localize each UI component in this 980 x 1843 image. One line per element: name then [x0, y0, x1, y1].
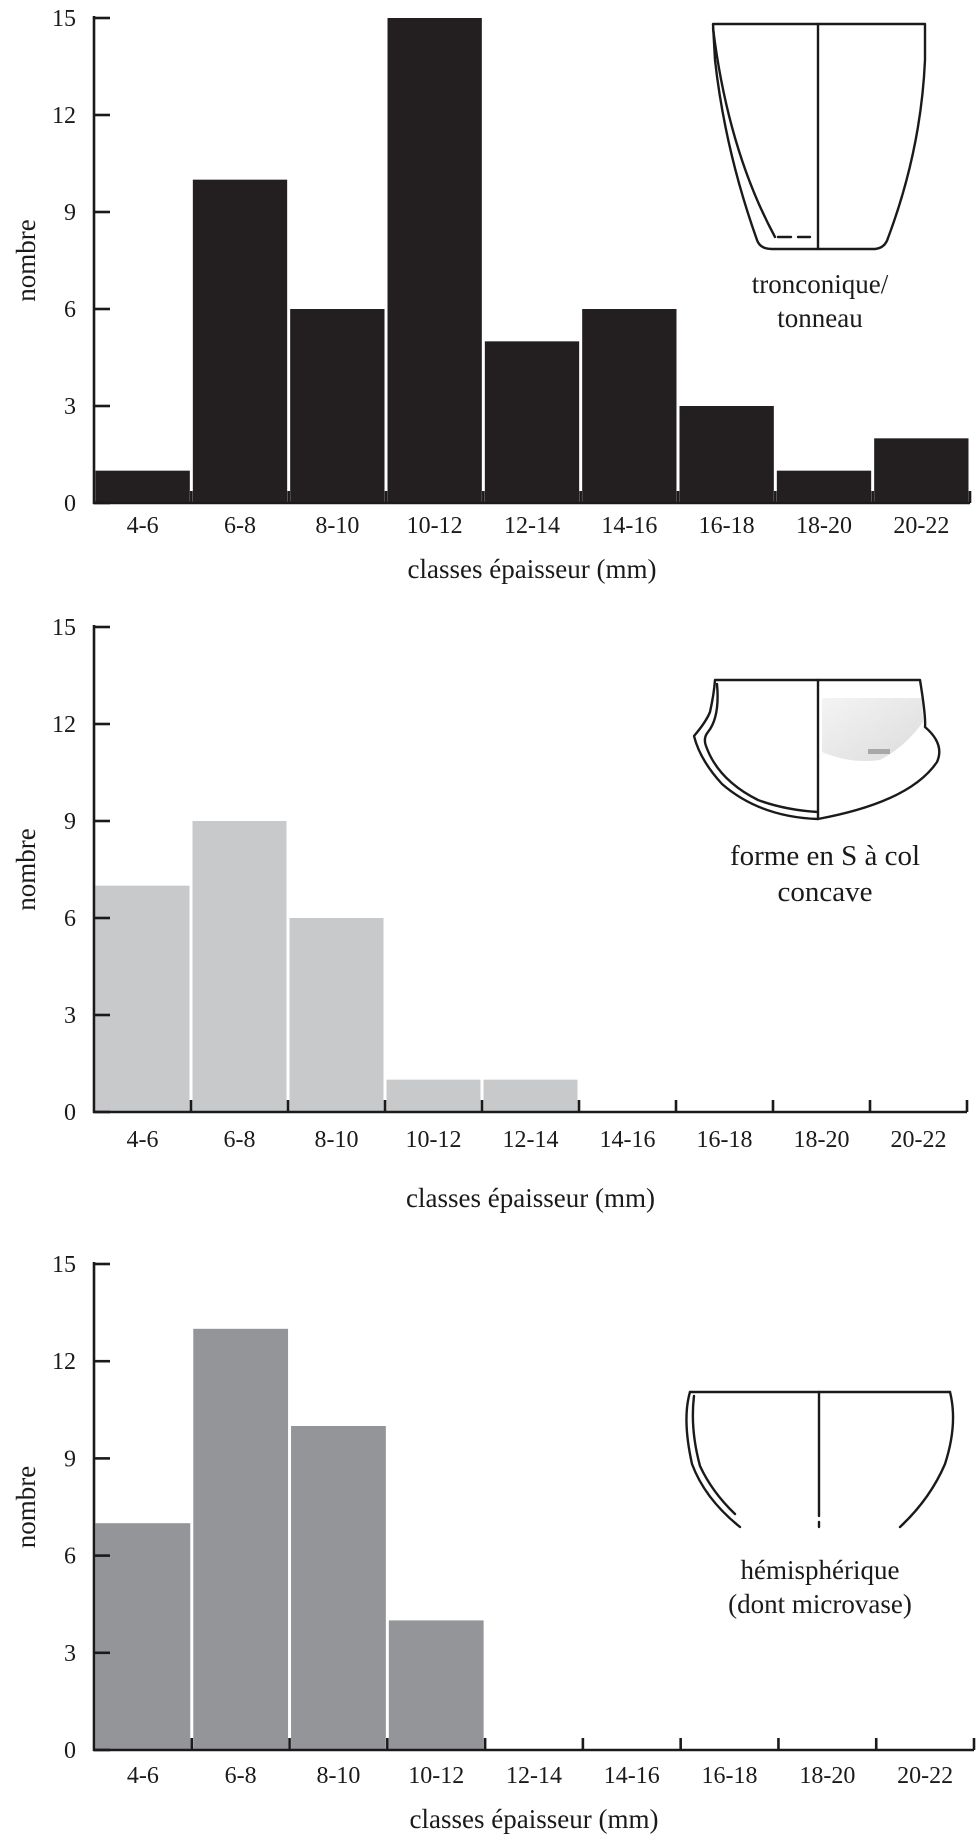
bar-12-14: [483, 1079, 578, 1112]
axes: [92, 625, 969, 1114]
chart-panel-hemispherique: 0 3 6 9 12 15 4-6 6-8 8-10 10-12 12-14 14-16 16-18 18…: [0, 1234, 980, 1843]
caption-line-2: (dont microvase): [728, 1588, 912, 1619]
bar-6-8: [192, 179, 288, 503]
bar-6-8: [193, 1328, 289, 1750]
bar-4-6: [95, 470, 190, 503]
x-tick-label: 12-14: [504, 513, 560, 539]
x-tick-label: 4-6: [127, 1763, 159, 1789]
x-tick-label: 8-10: [315, 513, 359, 539]
x-axis-title: classes épaisseur (mm): [406, 1183, 655, 1213]
bar-chart: 0 3 6 9 12 15 4-6 6-8 8-10 10-12 12-14 14-16 16-18 18…: [11, 6, 972, 584]
y-tick-label: 12: [52, 103, 76, 129]
vessel-caption: forme en S à col concave: [690, 838, 960, 911]
caption-line-1: forme en S à col: [729, 840, 921, 872]
y-tick-label: 15: [52, 615, 76, 641]
x-tick-label: 16-18: [699, 513, 755, 539]
bar-10-12: [387, 18, 482, 503]
x-tick-label: 18-20: [794, 1127, 850, 1153]
x-tick-label: 16-18: [702, 1763, 758, 1789]
chart-panel-forme-s: 0 3 6 9 12 15 4-6 6-8 8-10 10-12 12-14 14-16 16-18 18…: [0, 612, 980, 1222]
bar-14-16: [582, 309, 677, 503]
y-tick-label: 0: [64, 1100, 76, 1126]
x-tick-label: 6-8: [224, 1127, 256, 1153]
y-tick-label: 6: [64, 906, 76, 932]
y-tick-label: 3: [64, 1641, 76, 1667]
x-tick-label: 16-18: [697, 1127, 753, 1153]
x-tick-label: 10-12: [406, 1127, 462, 1153]
bar-10-12: [386, 1079, 481, 1112]
x-tick-label: 20-22: [897, 1763, 953, 1789]
x-tick-label: 10-12: [407, 513, 463, 539]
y-tick-label: 12: [52, 712, 76, 738]
bar-18-20: [776, 470, 872, 503]
chart-panel-tronconique: 0 3 6 9 12 15 4-6 6-8 8-10 10-12 12-14 14-16 16-18 18…: [0, 0, 980, 600]
axes: [92, 1262, 976, 1752]
x-tick-label: 18-20: [799, 1763, 855, 1789]
caption-line-2: tonneau: [777, 302, 863, 333]
x-tick-label: 14-16: [600, 1127, 656, 1153]
y-axis-title: nombre: [11, 219, 41, 301]
y-axis-title: nombre: [11, 828, 41, 910]
bar-chart: 0 3 6 9 12 15 4-6 6-8 8-10 10-12 12-14 14-16 16-18 18…: [11, 615, 969, 1213]
y-tick-label: 3: [64, 1003, 76, 1029]
y-tick-label: 15: [52, 1252, 76, 1278]
caption-line-1: tronconique/: [751, 269, 889, 299]
x-tick-label: 8-10: [316, 1763, 360, 1789]
x-tick-label: 8-10: [315, 1127, 359, 1153]
y-tick-label: 15: [52, 6, 76, 32]
x-tick-label: 20-22: [891, 1127, 947, 1153]
y-tick-label: 9: [64, 1446, 76, 1472]
x-tick-label: 10-12: [408, 1763, 464, 1789]
bar-4-6: [95, 885, 190, 1112]
bar-8-10: [290, 309, 385, 503]
bar-4-6: [95, 1523, 191, 1750]
x-tick-label: 12-14: [506, 1763, 562, 1789]
x-axis-title: classes épaisseur (mm): [408, 554, 657, 584]
axes: [92, 16, 972, 505]
x-tick-label: 12-14: [503, 1127, 559, 1153]
x-axis-title: classes épaisseur (mm): [410, 1804, 659, 1834]
y-tick-label: 9: [64, 809, 76, 835]
caption-line-2: concave: [777, 876, 873, 909]
bar-8-10: [291, 1426, 386, 1750]
vessel-caption: tronconique/ tonneau: [700, 268, 940, 336]
y-tick-label: 0: [64, 1738, 76, 1764]
y-tick-label: 9: [64, 200, 76, 226]
y-tick-label: 6: [64, 1544, 76, 1570]
bar-6-8: [192, 821, 287, 1112]
vessel-caption: hémisphérique (dont microvase): [690, 1554, 950, 1622]
x-tick-label: 20-22: [893, 513, 949, 539]
x-tick-label: 14-16: [604, 1763, 660, 1789]
bar-8-10: [289, 918, 384, 1112]
caption-line-1: hémisphérique: [740, 1555, 900, 1585]
y-axis-title: nombre: [11, 1466, 41, 1548]
y-tick-label: 12: [52, 1349, 76, 1375]
y-tick-label: 0: [64, 491, 76, 517]
x-tick-label: 6-8: [224, 513, 256, 539]
bar-12-14: [484, 341, 580, 503]
x-tick-label: 18-20: [796, 513, 852, 539]
x-tick-label: 14-16: [601, 513, 657, 539]
y-tick-label: 3: [64, 394, 76, 420]
x-tick-label: 4-6: [127, 513, 159, 539]
bar-20-22: [874, 438, 969, 503]
bar-10-12: [388, 1620, 484, 1750]
x-tick-label: 6-8: [225, 1763, 257, 1789]
bar-16-18: [679, 406, 774, 503]
y-tick-label: 6: [64, 297, 76, 323]
x-tick-label: 4-6: [127, 1127, 159, 1153]
bar-chart: 0 3 6 9 12 15 4-6 6-8 8-10 10-12 12-14 14-16 16-18 18…: [11, 1252, 976, 1834]
